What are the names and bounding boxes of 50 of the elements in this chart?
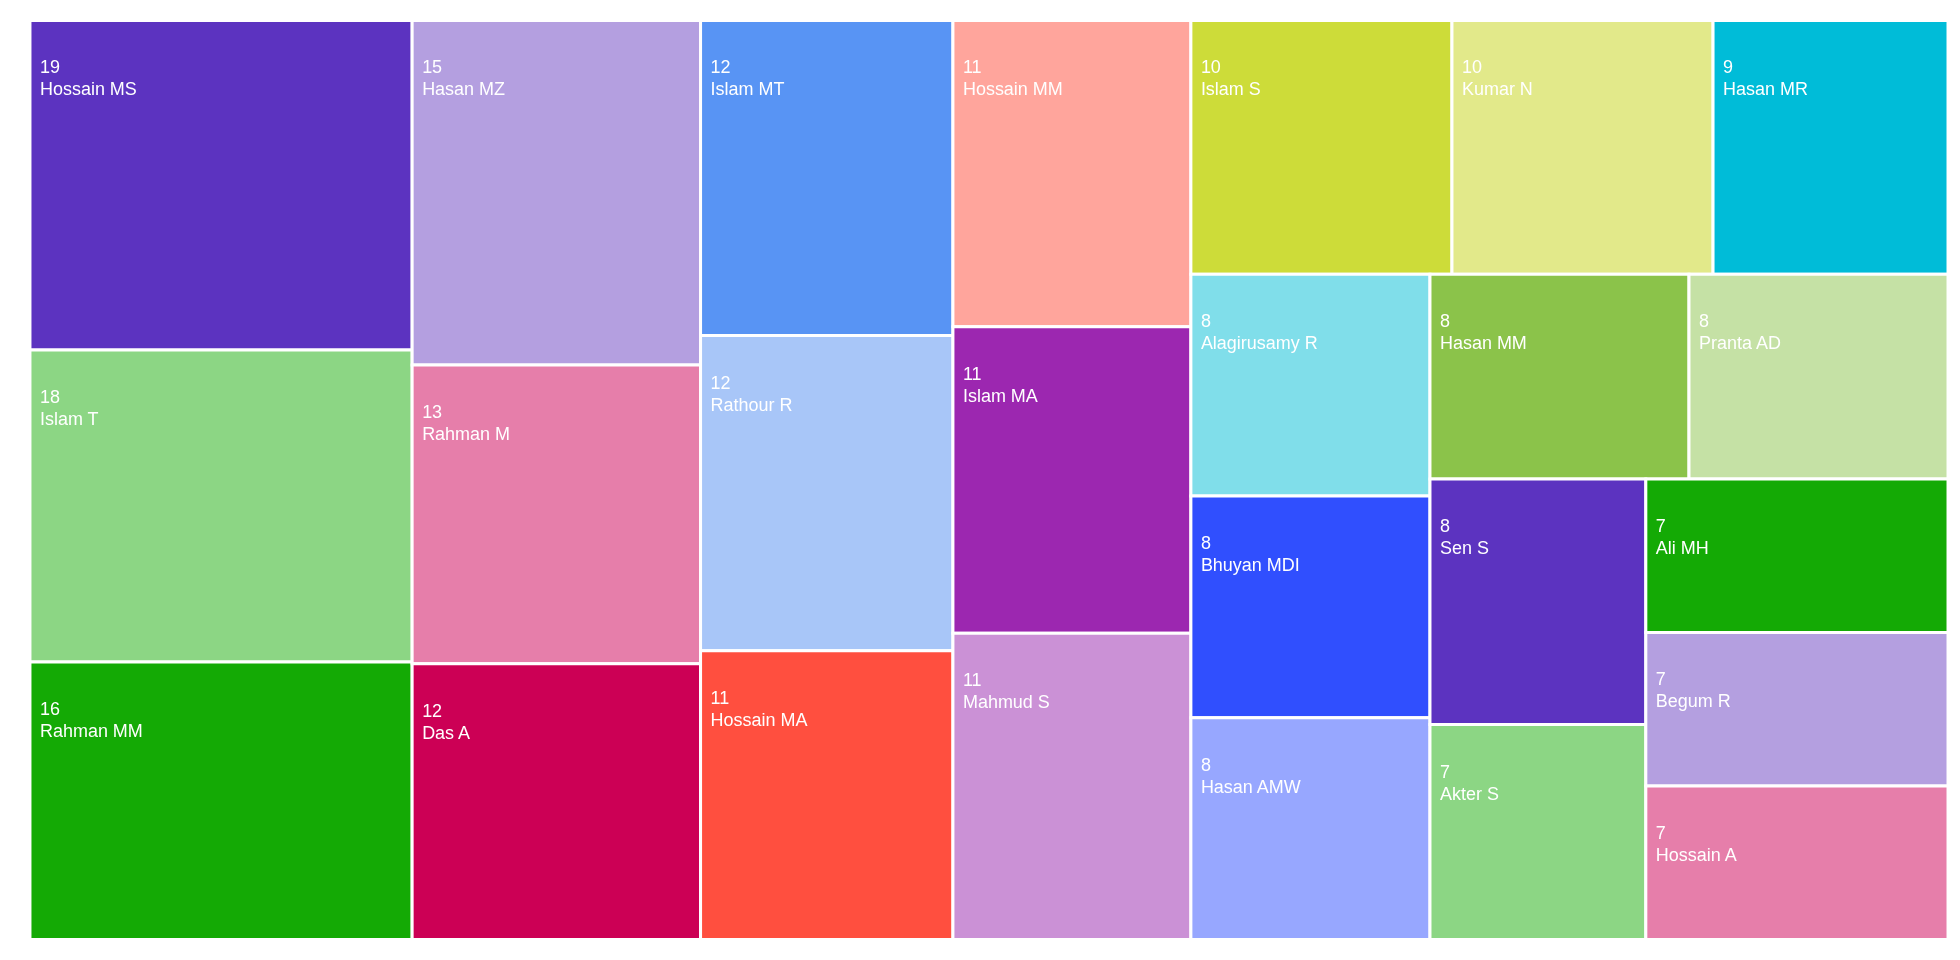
data-label: 7 [1439,761,1450,782]
category-label: Hossain A [1655,844,1737,865]
category-label: Hossain MS [39,79,137,100]
data-label: 8 [1439,311,1450,332]
data-label: 18 [39,386,60,407]
data-label: 8 [1698,311,1709,332]
category-label: Hasan AMW [1200,776,1301,797]
category-label: Islam MA [962,385,1038,406]
category-label: Begum R [1655,691,1731,712]
data-label: 11 [962,670,982,691]
data-label: 12 [710,372,731,393]
category-label: Bhuyan MDI [1200,554,1300,575]
category-label: Rahman MM [39,721,143,741]
category-label: Islam S [1200,79,1261,100]
data-label: 11 [962,363,982,384]
data-label: 10 [1200,57,1221,78]
data-label: 7 [1655,515,1666,536]
category-label: Hasan MZ [422,79,506,100]
category-label: Rahman M [422,424,511,445]
data-label: 7 [1655,822,1666,843]
category-label: Hossain MM [962,79,1063,100]
category-label: Akter S [1439,783,1499,804]
data-label: 12 [422,700,443,721]
data-label: 8 [1439,515,1450,536]
category-label: Hasan MM [1439,333,1527,354]
data-label: 9 [1723,57,1734,78]
data-label: 8 [1200,311,1211,332]
category-label: Das A [422,722,471,743]
data-label: 8 [1200,532,1211,553]
data-label: 11 [710,687,730,708]
category-label: Kumar N [1461,79,1533,100]
category-label: Hossain MA [710,709,808,730]
data-label: 13 [422,402,443,423]
data-label: 8 [1200,754,1211,775]
category-label: Rathour R [710,394,793,415]
data-label: 19 [39,57,60,78]
category-label: Pranta AD [1698,333,1781,354]
category-label: Islam T [39,408,99,429]
category-label: Ali MH [1655,537,1709,558]
category-label: Mahmud S [962,692,1050,713]
category-label: Hasan MR [1723,79,1808,100]
category-label: Alagirusamy R [1200,333,1318,354]
category-label: Islam MT [710,79,785,100]
data-label: 15 [422,57,443,78]
data-label: 16 [39,699,60,720]
data-label: 11 [962,57,982,78]
data-label: 10 [1461,57,1482,78]
data-label: 7 [1655,669,1666,690]
category-label: Sen S [1439,537,1489,558]
data-label: 12 [710,57,731,78]
